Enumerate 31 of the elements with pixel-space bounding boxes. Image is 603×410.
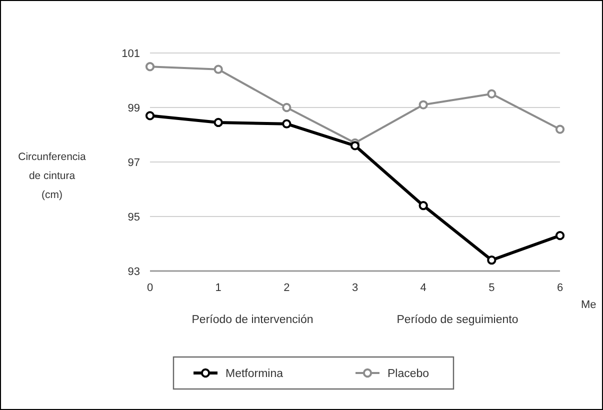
x-axis-title: Me bbox=[581, 299, 596, 311]
point bbox=[282, 119, 292, 128]
point bbox=[350, 141, 360, 150]
point bbox=[487, 256, 496, 265]
y-tick-label: 97 bbox=[128, 156, 140, 169]
y-tick-label: 101 bbox=[122, 48, 140, 60]
point bbox=[282, 102, 292, 112]
x-tick-label: 0 bbox=[146, 282, 154, 294]
y-axis-title: Circunferencia de cintura (cm) bbox=[18, 151, 86, 201]
y-tick-label: 93 bbox=[128, 266, 140, 278]
legend-label: Placebo bbox=[388, 368, 430, 380]
x-tick-label: 5 bbox=[488, 282, 495, 294]
x-tick-label: 6 bbox=[556, 282, 564, 294]
y-tick-label: 99 bbox=[128, 102, 140, 114]
point bbox=[418, 201, 428, 210]
point bbox=[555, 124, 565, 134]
point bbox=[214, 118, 223, 128]
x-tick-label: 1 bbox=[215, 282, 222, 294]
x-tick-label: 3 bbox=[352, 282, 358, 294]
point bbox=[487, 89, 496, 98]
point bbox=[145, 111, 155, 120]
x-tick-label: 4 bbox=[420, 282, 426, 294]
point bbox=[555, 231, 565, 240]
point bbox=[418, 100, 428, 110]
x-tick-label: 2 bbox=[284, 282, 290, 294]
legend-label: Metformina bbox=[226, 368, 284, 380]
text: Período de intervención bbox=[192, 314, 314, 326]
point bbox=[214, 64, 223, 74]
y-tick-label: 95 bbox=[128, 211, 140, 224]
text: Período de seguimiento bbox=[396, 314, 518, 326]
point bbox=[145, 62, 155, 72]
